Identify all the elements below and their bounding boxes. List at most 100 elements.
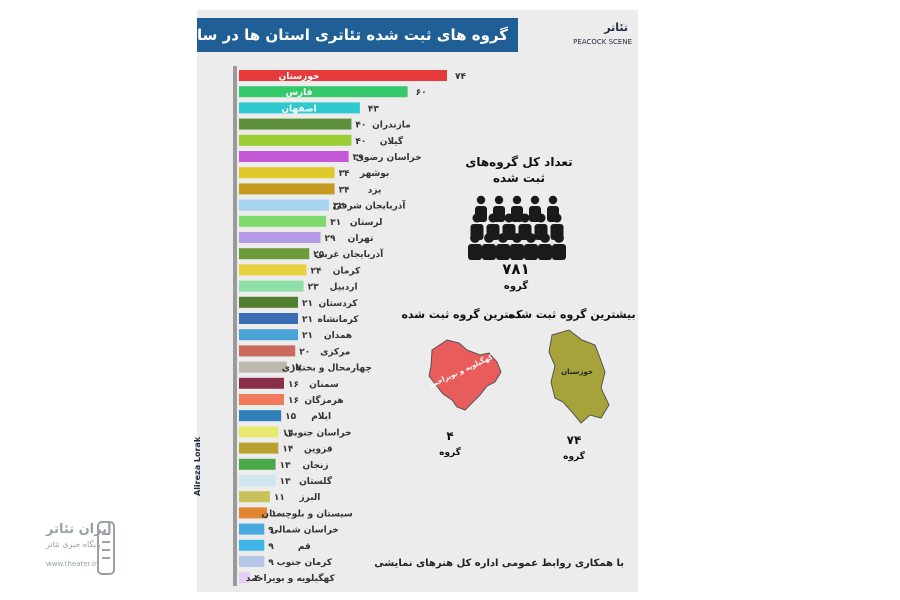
most-heading: بیشترین گروه ثبت شده [508, 308, 635, 321]
bar-value-label: ۹ [268, 558, 274, 568]
logo-subtitle: PEACOCK SCENE [573, 38, 632, 46]
bar-category-label: کرمانشاه [318, 315, 360, 325]
total-heading-line2: ثبت شده [493, 171, 545, 185]
most-province: خوزستان [561, 368, 593, 376]
bar [239, 556, 265, 567]
person-body-icon [552, 244, 566, 260]
person-head-icon [512, 195, 522, 205]
bar-value-label: ۱۶ [288, 396, 299, 406]
bar-category-label: کهگیلویه و بویراحمد [246, 572, 336, 584]
bar-value-label: ۲۱ [302, 331, 313, 341]
person-head-icon [530, 195, 540, 205]
least-heading: کمترین گروه ثبت شده [401, 308, 523, 321]
person-body-icon [482, 244, 496, 260]
bar-value-label: ۳۴ [339, 185, 350, 195]
bar-category-label: آذربایجان شرقی [332, 200, 406, 212]
bar-category-label: گیلان [380, 135, 404, 147]
bar-value-label: ۲۱ [302, 299, 313, 309]
bar [239, 507, 268, 519]
person-head-icon [520, 213, 530, 223]
total-value: ۷۸۱ [502, 260, 529, 278]
bar [239, 523, 265, 535]
bar-value-label: ۲۱ [302, 315, 313, 325]
corner-logo-mark-icon [97, 521, 115, 575]
bar-category-label: خوزستان [279, 72, 320, 82]
bar-value-label: ۱۱ [274, 493, 285, 503]
header-bar: گروه های ثبت شده تئاتری استان ها در سال … [142, 18, 638, 52]
bar-category-label: اردبیل [330, 283, 358, 293]
bar [239, 134, 352, 146]
bar [239, 458, 276, 470]
bar-value-label: ۳۴ [339, 169, 350, 179]
person-body-icon [511, 206, 523, 222]
bar-category-label: ایلام [311, 412, 331, 422]
bar [239, 151, 349, 162]
bar-category-label: خراسان شمالی [270, 526, 339, 536]
bar-category-label: کردستان [319, 299, 359, 309]
corner-watermark-logo: ایران تئاتر پایگاه خبری تئاتر www.theate… [46, 520, 118, 580]
bar-category-label: گلستان [299, 475, 333, 487]
bar-value-label: ۳۹ [353, 153, 364, 163]
person-head-icon [484, 233, 494, 243]
people-icon [468, 195, 566, 260]
bar-category-label: چهارمحال و بختیاری [282, 364, 372, 374]
bar [239, 329, 299, 341]
bar [239, 572, 251, 584]
bar-category-label: خراسان رضوی [356, 153, 422, 163]
bar-category-label: بوشهر [359, 169, 389, 179]
bar [239, 215, 327, 227]
bar-group: خوزستان ۷۴ فارس ۶۰ اصفهان ۴۳ مازندران ۴۰ گیلان ۴۰… [233, 66, 466, 586]
person-body-icon [468, 244, 482, 260]
bar-value-label: ۲۵ [313, 250, 324, 260]
bar-category-label: کرمان جنوب [277, 558, 333, 568]
person-head-icon [472, 213, 482, 223]
most-value: ۷۴ [567, 433, 582, 447]
bar [239, 102, 360, 114]
logo: تئاتر PEACOCK SCENE [518, 18, 638, 52]
least-unit: گروه [439, 446, 462, 458]
bar-value-label: ۱۳ [280, 461, 291, 471]
bar [239, 183, 335, 195]
bar-value-label: ۱۷ [291, 364, 302, 374]
bar [239, 377, 284, 389]
person-head-icon [498, 233, 508, 243]
person-head-icon [526, 233, 536, 243]
bar-category-label: البرز [298, 493, 320, 503]
bar-category-label: تهران [348, 234, 374, 244]
bar [239, 167, 335, 179]
bar-category-label: سیستان و بلوچستان [261, 509, 353, 519]
most-unit: گروه [563, 450, 586, 462]
least-value: ۴ [446, 429, 453, 443]
bar-category-label: قم [298, 542, 311, 552]
bar [239, 70, 447, 81]
corner-logo-line3: www.theater.ir [46, 560, 97, 568]
bar-value-label: ۷۴ [455, 72, 466, 82]
person-head-icon [470, 233, 480, 243]
bar [239, 248, 310, 260]
bar-category-label: کرمان [333, 266, 361, 276]
bar-value-label: ۱۰ [271, 509, 282, 519]
person-body-icon [510, 244, 524, 260]
bar-category-label: فارس [286, 88, 313, 98]
bar-value-label: ۴ [254, 574, 260, 584]
bar [239, 232, 321, 243]
bar-category-label: یزد [368, 185, 382, 195]
bar-category-label: هرمزگان [304, 394, 343, 406]
bar-category-label: زنجان [302, 461, 328, 471]
bar-value-label: ۱۵ [285, 412, 296, 422]
bar-category-label: مازندران [372, 121, 411, 131]
bar-value-label: ۲۰ [299, 347, 310, 357]
bar-value-label: ۱۶ [288, 380, 299, 390]
bar-value-label: ۴۰ [355, 137, 366, 147]
bar [239, 118, 352, 130]
bar-category-label: مرکزی [320, 347, 350, 357]
person-head-icon [552, 213, 562, 223]
bar [239, 296, 299, 308]
bar-category-label: آذربایجان غربی [315, 248, 384, 260]
chart-title: گروه های ثبت شده تئاتری استان ها در سال … [142, 26, 508, 44]
bar-category-label: خراسان جنوبی [285, 428, 352, 438]
bar [239, 491, 270, 503]
bar [239, 86, 408, 98]
bar-value-label: ۳۱ [330, 218, 341, 228]
person-head-icon [504, 213, 514, 223]
